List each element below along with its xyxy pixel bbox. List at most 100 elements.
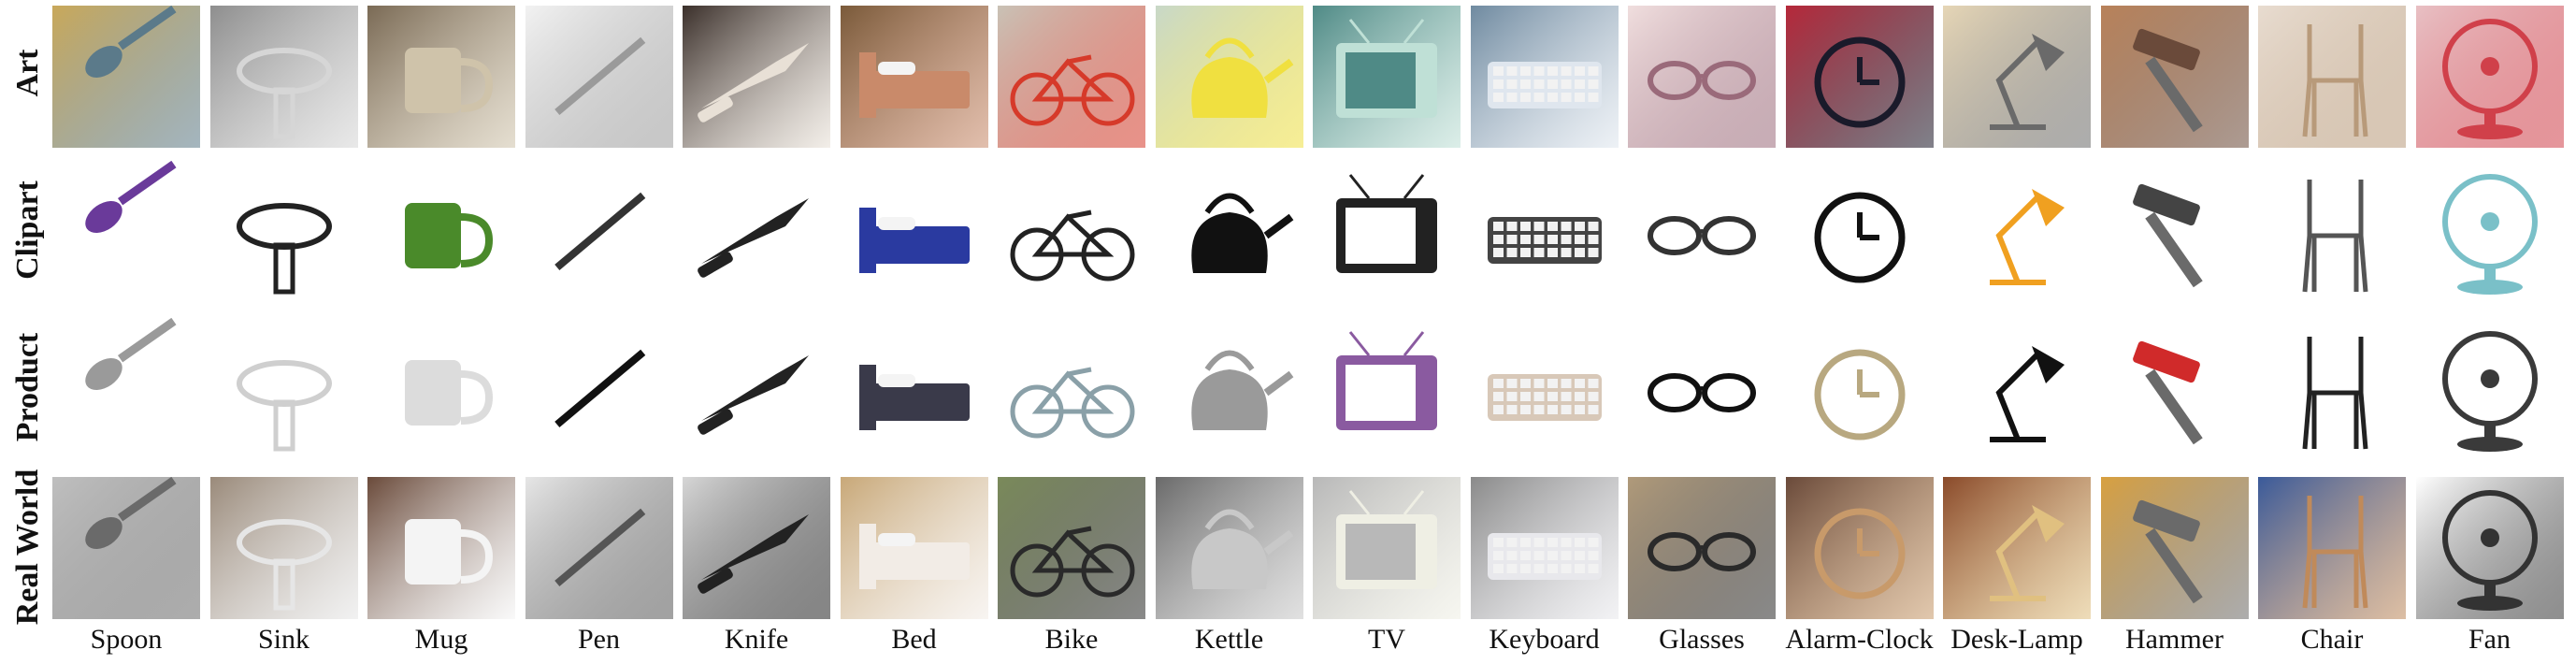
- clipart-glasses-image: [1628, 161, 1776, 303]
- keyboard-silhouette: [1487, 374, 1602, 421]
- tv-silhouette: [1336, 490, 1437, 589]
- real-bed-image: [840, 477, 988, 619]
- desk-lamp-silhouette: [1990, 34, 2065, 130]
- tile-background: [998, 161, 1145, 303]
- category-label-bike: Bike: [1044, 624, 1099, 655]
- glasses-silhouette: [1648, 373, 1756, 412]
- category-label-sink: Sink: [257, 624, 310, 655]
- real-keyboard-image: [1470, 477, 1619, 619]
- art-mug-image: [367, 6, 515, 148]
- row-label-real: Real World: [10, 469, 45, 626]
- tile-background: [52, 6, 200, 148]
- mug-silhouette: [405, 519, 494, 585]
- kettle-silhouette: [1190, 193, 1293, 273]
- category-label-kettle: Kettle: [1194, 624, 1264, 655]
- tile-background: [209, 477, 358, 619]
- alarm-clock-silhouette: [1814, 36, 1905, 128]
- glasses-silhouette: [1648, 216, 1756, 255]
- clipart-alarm-clock-image: [1785, 161, 1934, 303]
- kettle-silhouette: [1190, 37, 1293, 118]
- real-pen-image: [525, 477, 673, 619]
- category-label-spoon: Spoon: [90, 624, 163, 655]
- real-spoon-image: [52, 477, 200, 619]
- art-knife-image: [683, 6, 830, 148]
- fan-silhouette: [2441, 331, 2538, 452]
- real-bike-image: [998, 477, 1145, 619]
- chair-silhouette: [2302, 180, 2368, 293]
- tv-silhouette: [1336, 19, 1437, 118]
- tile-background: [2100, 318, 2249, 460]
- art-desk-lamp-image: [1943, 6, 2091, 148]
- art-sink-image: [209, 6, 358, 148]
- art-bed-image: [840, 6, 988, 148]
- art-alarm-clock-image: [1785, 6, 1934, 148]
- product-hammer-image: [2100, 318, 2249, 460]
- keyboard-silhouette: [1487, 217, 1602, 264]
- spoon-silhouette: [85, 318, 177, 391]
- tile-background: [52, 161, 200, 303]
- tile-background: [2258, 161, 2406, 303]
- pen-silhouette: [554, 192, 645, 270]
- product-keyboard-image: [1470, 318, 1619, 460]
- keyboard-silhouette: [1487, 533, 1602, 580]
- fan-silhouette: [2441, 174, 2538, 295]
- real-desk-lamp-image: [1943, 477, 2091, 619]
- mug-silhouette: [405, 203, 494, 268]
- tile-background: [998, 477, 1145, 619]
- category-label-tv: TV: [1368, 624, 1405, 655]
- pen-silhouette: [554, 36, 645, 115]
- sink-silhouette: [236, 48, 332, 139]
- art-glasses-image: [1628, 6, 1776, 148]
- clipart-bike-image: [998, 161, 1145, 303]
- spoon-silhouette: [85, 6, 177, 79]
- tile-background: [209, 6, 358, 148]
- tile-background: [2258, 6, 2406, 148]
- art-fan-image: [2415, 6, 2564, 148]
- knife-silhouette: [698, 198, 809, 278]
- category-label-knife: Knife: [724, 624, 789, 655]
- fan-silhouette: [2441, 490, 2538, 611]
- tv-silhouette: [1336, 174, 1437, 273]
- desk-lamp-silhouette: [1990, 346, 2065, 442]
- art-keyboard-image: [1470, 6, 1619, 148]
- product-spoon-image: [52, 318, 200, 460]
- clipart-keyboard-image: [1470, 161, 1619, 303]
- real-tv-image: [1313, 477, 1461, 619]
- category-label-mug: Mug: [414, 624, 468, 655]
- tile-background: [209, 318, 358, 460]
- desk-lamp-silhouette: [1990, 189, 2065, 285]
- product-fan-image: [2415, 318, 2564, 460]
- bed-silhouette: [858, 208, 970, 273]
- tile-background: [2100, 477, 2249, 619]
- fan-silhouette: [2441, 19, 2538, 139]
- clipart-pen-image: [525, 161, 673, 303]
- tile-background: [2100, 6, 2249, 148]
- art-hammer-image: [2100, 6, 2249, 148]
- real-chair-image: [2258, 477, 2406, 619]
- spoon-silhouette: [85, 161, 177, 234]
- category-label-chair: Chair: [2300, 624, 2364, 655]
- product-sink-image: [209, 318, 358, 460]
- product-bed-image: [840, 318, 988, 460]
- product-kettle-image: [1155, 318, 1303, 460]
- chair-silhouette: [2302, 337, 2368, 450]
- art-kettle-image: [1155, 6, 1303, 148]
- hammer-silhouette: [2132, 499, 2203, 604]
- mug-silhouette: [405, 48, 494, 113]
- real-knife-image: [683, 477, 830, 619]
- keyboard-silhouette: [1487, 62, 1602, 108]
- clipart-bed-image: [840, 161, 988, 303]
- product-mug-image: [367, 318, 515, 460]
- hammer-silhouette: [2132, 183, 2203, 288]
- clipart-knife-image: [683, 161, 830, 303]
- tile-background: [2100, 161, 2249, 303]
- hammer-silhouette: [2132, 28, 2203, 133]
- real-fan-image: [2415, 477, 2564, 619]
- tile-background: [2258, 318, 2406, 460]
- sink-silhouette: [236, 360, 332, 452]
- chair-silhouette: [2302, 496, 2368, 609]
- real-alarm-clock-image: [1785, 477, 1934, 619]
- mug-silhouette: [405, 360, 494, 426]
- tile-background: [2258, 477, 2406, 619]
- category-label-pen: Pen: [578, 624, 620, 655]
